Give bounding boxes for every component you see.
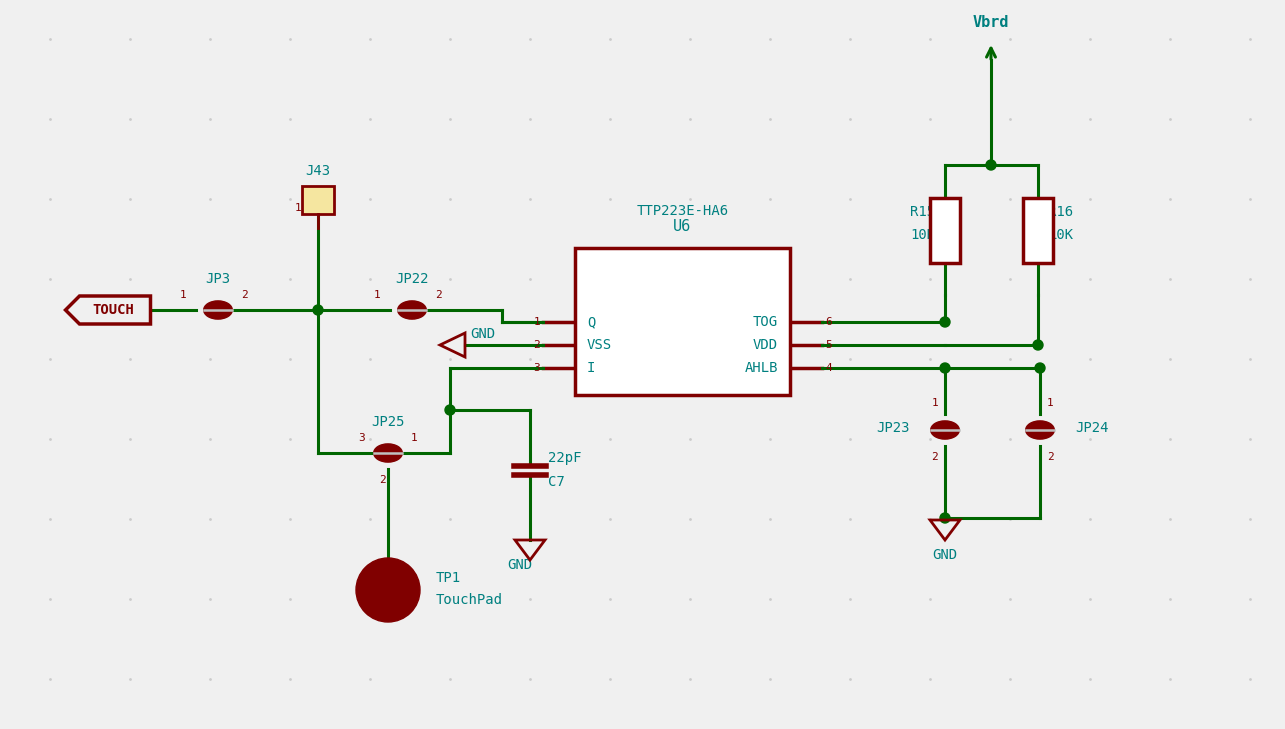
Text: 1: 1 bbox=[932, 398, 938, 408]
Text: 6: 6 bbox=[825, 317, 831, 327]
Circle shape bbox=[356, 558, 420, 622]
Text: 2: 2 bbox=[240, 290, 248, 300]
Text: JP22: JP22 bbox=[396, 272, 429, 286]
Bar bbox=[930, 198, 960, 262]
Circle shape bbox=[1033, 340, 1043, 350]
Text: JP23: JP23 bbox=[876, 421, 910, 435]
Text: JP24: JP24 bbox=[1076, 421, 1109, 435]
Text: 1: 1 bbox=[411, 433, 418, 443]
Text: Vbrd: Vbrd bbox=[973, 15, 1009, 30]
Text: I: I bbox=[587, 361, 595, 375]
Text: 1: 1 bbox=[180, 290, 186, 300]
Text: 2: 2 bbox=[379, 475, 387, 485]
Text: 10K: 10K bbox=[910, 228, 935, 242]
Circle shape bbox=[1034, 363, 1045, 373]
Text: 1: 1 bbox=[294, 203, 302, 213]
Text: 1: 1 bbox=[374, 290, 380, 300]
Bar bbox=[1023, 198, 1052, 262]
Circle shape bbox=[941, 363, 950, 373]
Bar bbox=[574, 248, 790, 395]
Text: VSS: VSS bbox=[587, 338, 612, 352]
Circle shape bbox=[941, 513, 950, 523]
Text: 3: 3 bbox=[533, 363, 540, 373]
Ellipse shape bbox=[1025, 421, 1054, 439]
Text: 5: 5 bbox=[825, 340, 831, 350]
Text: VDD: VDD bbox=[753, 338, 777, 352]
Text: 10K: 10K bbox=[1049, 228, 1073, 242]
Text: 2: 2 bbox=[932, 452, 938, 462]
Ellipse shape bbox=[204, 301, 233, 319]
Text: TTP223E-HA6: TTP223E-HA6 bbox=[636, 204, 729, 218]
Text: R15: R15 bbox=[910, 205, 935, 219]
Text: GND: GND bbox=[508, 558, 532, 572]
Text: 3: 3 bbox=[359, 433, 365, 443]
Text: 2: 2 bbox=[1046, 452, 1054, 462]
Circle shape bbox=[314, 305, 323, 315]
Text: AHLB: AHLB bbox=[744, 361, 777, 375]
Ellipse shape bbox=[374, 444, 402, 462]
Text: R16: R16 bbox=[1049, 205, 1073, 219]
Ellipse shape bbox=[397, 301, 427, 319]
Text: C7: C7 bbox=[547, 475, 564, 489]
Text: 2: 2 bbox=[533, 340, 540, 350]
Text: 2: 2 bbox=[434, 290, 441, 300]
Text: GND: GND bbox=[933, 548, 957, 562]
Circle shape bbox=[941, 317, 950, 327]
Text: TouchPad: TouchPad bbox=[436, 593, 502, 607]
Text: TOUCH: TOUCH bbox=[93, 303, 134, 317]
Text: TOG: TOG bbox=[753, 315, 777, 329]
Text: 1: 1 bbox=[1046, 398, 1054, 408]
Ellipse shape bbox=[930, 421, 960, 439]
Text: TP1: TP1 bbox=[436, 571, 461, 585]
Text: JP3: JP3 bbox=[206, 272, 230, 286]
Text: GND: GND bbox=[470, 327, 495, 341]
Circle shape bbox=[986, 160, 996, 170]
Text: JP25: JP25 bbox=[371, 415, 405, 429]
Text: Q: Q bbox=[587, 315, 595, 329]
Text: 4: 4 bbox=[825, 363, 831, 373]
Text: 22pF: 22pF bbox=[547, 451, 582, 465]
Text: J43: J43 bbox=[306, 164, 330, 178]
Circle shape bbox=[445, 405, 455, 415]
Bar bbox=[302, 186, 334, 214]
Text: U6: U6 bbox=[673, 219, 691, 234]
Text: 1: 1 bbox=[533, 317, 540, 327]
